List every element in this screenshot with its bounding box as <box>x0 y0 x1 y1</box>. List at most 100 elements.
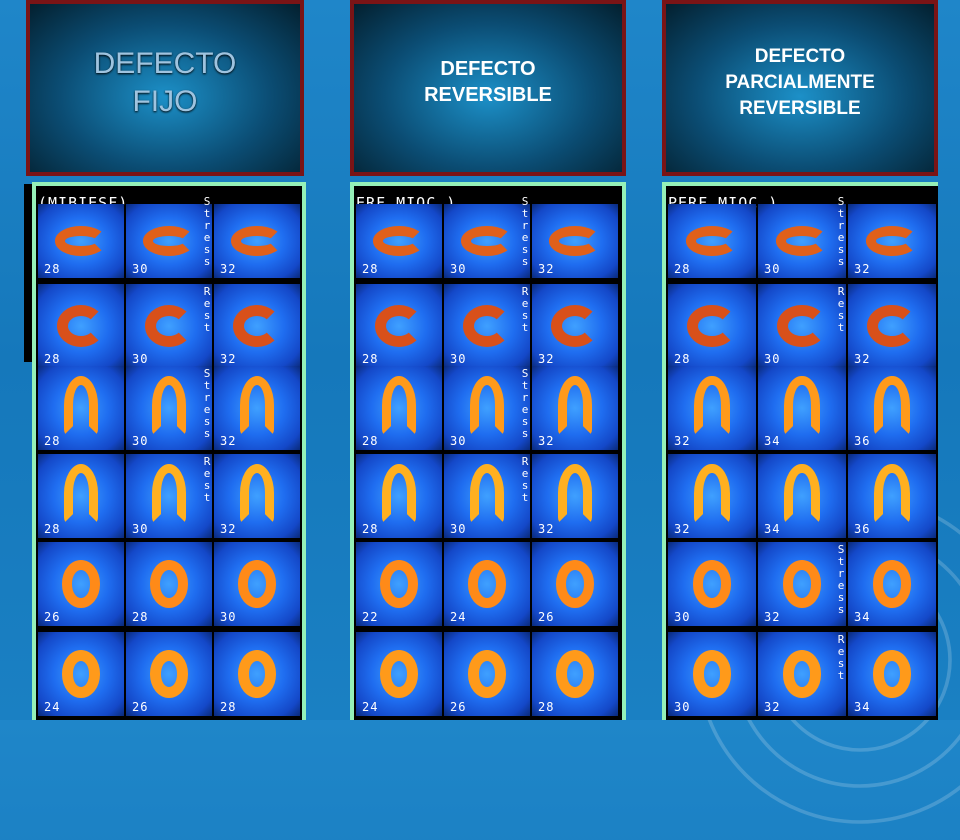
scan-slice: 28 <box>356 366 442 450</box>
uptake-region <box>239 376 275 435</box>
scan-slice: 34 <box>848 632 936 716</box>
slice-number: 30 <box>450 522 467 536</box>
slice-number: 32 <box>538 352 555 366</box>
scan-slice: 32 <box>848 204 936 278</box>
scan-slice: 26 <box>126 632 212 716</box>
slice-number: 32 <box>764 700 781 714</box>
uptake-region <box>777 305 827 347</box>
header-defecto-parcialmente-reversible: DEFECTO PARCIALMENTE REVERSIBLE <box>662 0 938 176</box>
uptake-region <box>150 650 188 698</box>
uptake-region <box>557 376 593 435</box>
scan-slice: 32 <box>214 204 300 278</box>
slice-number: 26 <box>538 610 555 624</box>
scan-slice: 32 <box>758 542 846 626</box>
uptake-region <box>469 464 505 523</box>
slice-number: 24 <box>362 700 379 714</box>
slice-number: 30 <box>450 434 467 448</box>
scan-slice: 24 <box>356 632 442 716</box>
uptake-region <box>549 226 601 256</box>
scan-slice: 28 <box>126 542 212 626</box>
uptake-region <box>687 305 737 347</box>
uptake-region <box>238 560 276 608</box>
slice-number: 22 <box>362 610 379 624</box>
uptake-region <box>144 305 194 347</box>
slice-number: 36 <box>854 434 871 448</box>
slice-number: 30 <box>220 610 237 624</box>
scan-slice: 32 <box>532 204 618 278</box>
uptake-region <box>462 305 512 347</box>
slice-number: 28 <box>44 262 61 276</box>
uptake-region <box>151 376 187 435</box>
slice-number: 32 <box>764 610 781 624</box>
uptake-region <box>468 560 506 608</box>
scan-slice: 28 <box>668 284 756 368</box>
scan-slice: 28 <box>668 204 756 278</box>
slice-number: 30 <box>132 352 149 366</box>
uptake-region <box>469 376 505 435</box>
slice-number: 30 <box>764 262 781 276</box>
header-title: DEFECTO PARCIALMENTE REVERSIBLE <box>725 46 875 119</box>
uptake-region <box>692 650 732 698</box>
slice-number: 32 <box>538 522 555 536</box>
uptake-region <box>381 464 417 523</box>
uptake-region <box>63 464 99 523</box>
header-title: DEFECTO FIJO <box>93 47 237 118</box>
scan-slice: 30 <box>758 204 846 278</box>
slice-number: 32 <box>854 262 871 276</box>
uptake-region <box>784 464 820 523</box>
scan-slice: 30 <box>444 366 530 450</box>
uptake-region <box>62 560 100 608</box>
uptake-region <box>557 464 593 523</box>
uptake-region <box>143 226 195 256</box>
scan-slice: 34 <box>758 366 846 450</box>
slice-number: 32 <box>674 434 691 448</box>
scan-panel-fijo: (MIBIESF) 28 30 32 28 30 32 28 30 32 28 30 32 26 28 30 2… <box>32 182 306 720</box>
scan-slice: 28 <box>214 632 300 716</box>
slice-number: 32 <box>220 352 237 366</box>
uptake-region <box>381 376 417 435</box>
scan-slice: 28 <box>532 632 618 716</box>
slice-number: 26 <box>132 700 149 714</box>
slice-number: 30 <box>450 262 467 276</box>
slice-number: 36 <box>854 522 871 536</box>
scan-slice: 32 <box>532 284 618 368</box>
uptake-region <box>239 464 275 523</box>
scan-slice: 22 <box>356 542 442 626</box>
uptake-region <box>865 226 919 256</box>
slice-number: 28 <box>538 700 555 714</box>
uptake-region <box>232 305 282 347</box>
scan-slice: 32 <box>214 284 300 368</box>
uptake-region <box>380 560 418 608</box>
slice-number: 24 <box>450 610 467 624</box>
scan-slice: 30 <box>126 366 212 450</box>
uptake-region <box>150 560 188 608</box>
uptake-region <box>231 226 283 256</box>
scan-slice: 28 <box>356 454 442 538</box>
uptake-region <box>872 650 912 698</box>
slice-number: 30 <box>132 262 149 276</box>
slice-number: 26 <box>44 610 61 624</box>
header-title: DEFECTO REVERSIBLE <box>424 58 552 106</box>
slice-number: 30 <box>132 522 149 536</box>
scan-slice: 32 <box>214 366 300 450</box>
slice-number: 32 <box>220 434 237 448</box>
scan-slice: 28 <box>38 454 124 538</box>
scan-slice: 32 <box>532 454 618 538</box>
uptake-region <box>62 650 100 698</box>
scan-slice: 26 <box>532 542 618 626</box>
uptake-region <box>775 226 829 256</box>
slice-number: 28 <box>44 522 61 536</box>
uptake-region <box>373 226 425 256</box>
scan-slice: 32 <box>758 632 846 716</box>
slice-number: 34 <box>854 700 871 714</box>
uptake-region <box>550 305 600 347</box>
scan-slice: 32 <box>668 454 756 538</box>
scan-slice: 32 <box>848 284 936 368</box>
